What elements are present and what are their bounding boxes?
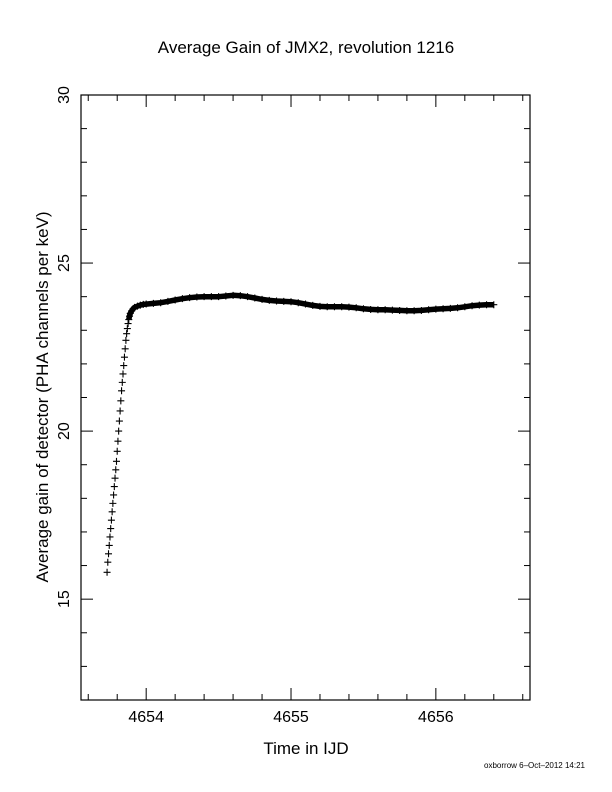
data-point <box>110 483 118 491</box>
axis-ticks <box>81 95 530 700</box>
plot-credit: oxborrow 6–Oct–2012 14:21 <box>484 761 586 770</box>
x-tick-label: 4654 <box>128 709 164 726</box>
y-tick-label: 30 <box>56 86 73 104</box>
data-band <box>126 292 494 321</box>
data-points <box>103 291 498 576</box>
y-tick-label: 25 <box>56 254 73 272</box>
y-tick-label: 15 <box>56 590 73 608</box>
data-point <box>112 457 120 465</box>
data-point <box>112 466 120 474</box>
data-point <box>107 516 115 524</box>
data-point <box>121 345 129 353</box>
data-point <box>104 558 112 566</box>
data-point <box>108 508 116 516</box>
data-point <box>113 447 121 455</box>
data-point <box>111 474 119 482</box>
data-point <box>122 336 130 344</box>
x-axis-label: Time in IJD <box>263 739 348 758</box>
data-point <box>118 378 126 386</box>
chart-title: Average Gain of JMX2, revolution 1216 <box>158 38 454 57</box>
data-point <box>119 370 127 378</box>
data-point <box>123 325 131 333</box>
data-point <box>118 387 126 395</box>
x-tick-labels: 4654 4655 4656 <box>128 709 453 726</box>
x-tick-label: 4655 <box>273 709 309 726</box>
plot-frame <box>80 94 531 701</box>
y-tick-label: 20 <box>56 422 73 440</box>
data-point <box>103 568 111 576</box>
data-point <box>107 525 115 533</box>
data-point <box>120 362 128 370</box>
data-point <box>106 533 114 541</box>
data-point <box>105 550 113 558</box>
data-point <box>123 330 131 338</box>
data-point <box>110 491 118 499</box>
data-point <box>120 353 128 361</box>
data-point <box>115 417 123 425</box>
data-point <box>115 427 123 435</box>
data-point <box>116 407 124 415</box>
data-point <box>105 541 113 549</box>
data-point <box>117 397 125 405</box>
data-point <box>114 437 122 445</box>
x-tick-label: 4656 <box>418 709 454 726</box>
data-point <box>109 499 117 507</box>
y-tick-labels: 15 20 25 30 <box>56 86 73 608</box>
data-point <box>124 320 132 328</box>
y-axis-label: Average gain of detector (PHA channels p… <box>33 211 52 582</box>
